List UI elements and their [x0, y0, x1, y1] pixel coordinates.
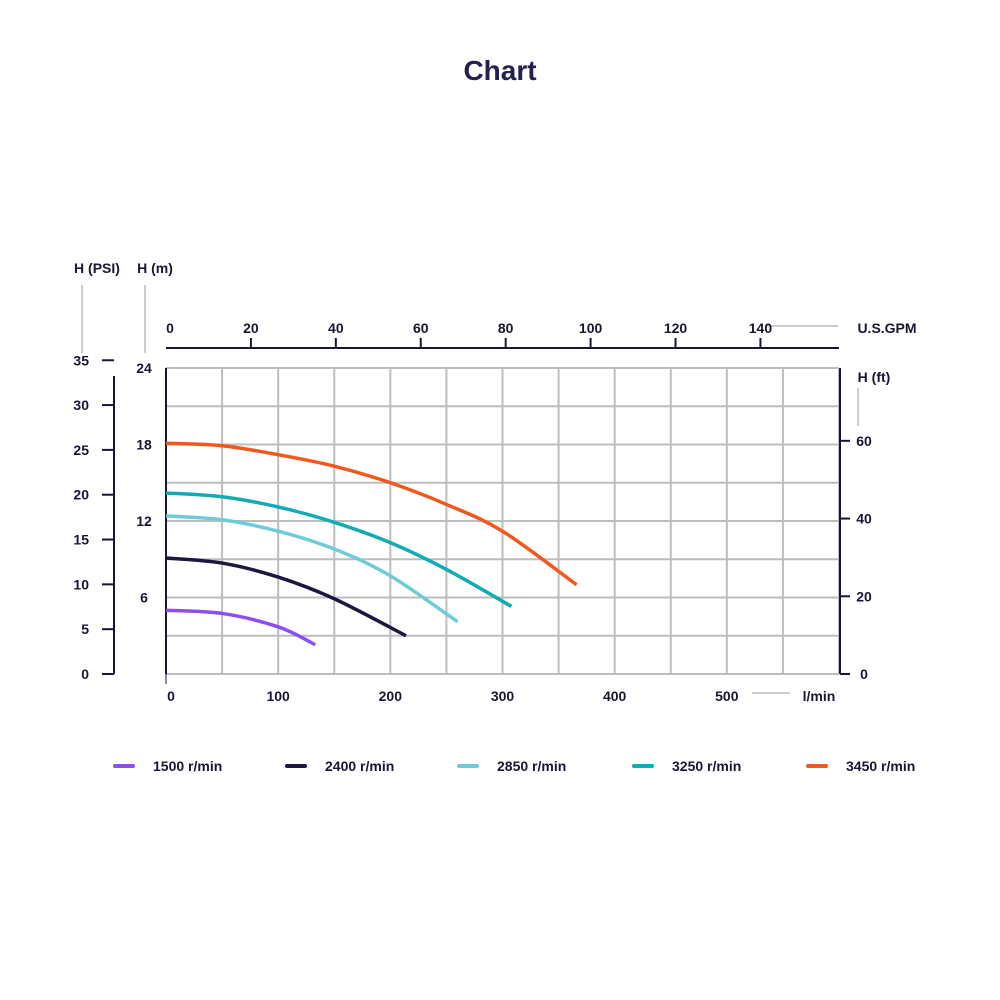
y-ft-axis-title: H (ft): [858, 369, 891, 385]
x-top-tick-label: 0: [166, 320, 174, 336]
x-top-tick-label: 80: [498, 320, 514, 336]
x-bottom-tick-label: 300: [491, 688, 515, 704]
y-psi-axis-title: H (PSI): [74, 260, 120, 276]
legend-label: 3250 r/min: [672, 758, 742, 774]
series-line-3450: [165, 441, 578, 587]
x-bottom-tick-label: 400: [603, 688, 627, 704]
x-bottom-tick-label: 100: [266, 688, 290, 704]
plot-grid: [165, 367, 840, 675]
y-psi-tick-label: 30: [73, 397, 89, 413]
axes: [81, 285, 859, 694]
x-bottom-tick-label: 0: [167, 688, 175, 704]
x-top-axis-title: U.S.GPM: [857, 320, 916, 336]
legend-item: 1500 r/min: [113, 758, 222, 774]
legend-label: 3450 r/min: [846, 758, 916, 774]
x-top-tick-label: 60: [413, 320, 429, 336]
y-m-tick-label: 24: [136, 360, 152, 376]
legend-swatch: [113, 764, 135, 768]
x-top-tick-label: 20: [243, 320, 259, 336]
y-ft-tick-label: 20: [856, 588, 872, 604]
y-psi-tick-label: 0: [81, 666, 89, 682]
series-line-2400: [165, 556, 407, 638]
legend-item: 3450 r/min: [806, 758, 915, 774]
legend-item: 2850 r/min: [457, 758, 566, 774]
x-top-tick-label: 120: [664, 320, 688, 336]
x-bottom-tick-label: 200: [379, 688, 403, 704]
legend-swatch: [457, 764, 479, 768]
y-psi-tick-label: 20: [73, 487, 89, 503]
series-line-1500: [165, 608, 316, 647]
legend-swatch: [285, 764, 307, 768]
series-line-3250: [165, 491, 513, 608]
series-line-2850: [165, 514, 459, 624]
legend-label: 2400 r/min: [325, 758, 395, 774]
x-bottom-axis-title: l/min: [803, 688, 836, 704]
y-ft-tick-label: 0: [860, 666, 868, 682]
legend-label: 1500 r/min: [153, 758, 223, 774]
y-psi-tick-label: 35: [73, 352, 89, 368]
y-m-axis-title: H (m): [137, 260, 173, 276]
chart-title: Chart: [463, 55, 537, 86]
y-ft-tick-label: 60: [856, 433, 872, 449]
y-ft-tick-label: 40: [856, 511, 872, 527]
legend: 1500 r/min 2400 r/min 2850 r/min 3250 r/min…: [0, 758, 1000, 782]
legend-item: 3250 r/min: [632, 758, 741, 774]
legend-swatch: [806, 764, 828, 768]
y-psi-tick-label: 25: [73, 442, 89, 458]
y-psi-tick-label: 10: [73, 576, 89, 592]
legend-swatch: [632, 764, 654, 768]
x-top-tick-label: 100: [579, 320, 603, 336]
y-psi-tick-label: 5: [81, 621, 89, 637]
y-psi-tick-label: 15: [73, 532, 89, 548]
legend-label: 2850 r/min: [497, 758, 567, 774]
x-top-tick-label: 40: [328, 320, 344, 336]
y-m-tick-label: 12: [136, 513, 152, 529]
legend-item: 2400 r/min: [285, 758, 394, 774]
x-top-tick-label: 140: [749, 320, 773, 336]
series-lines: [165, 441, 578, 647]
y-m-tick-label: 6: [140, 590, 148, 606]
x-bottom-tick-label: 500: [715, 688, 739, 704]
y-m-tick-label: 18: [136, 437, 152, 453]
